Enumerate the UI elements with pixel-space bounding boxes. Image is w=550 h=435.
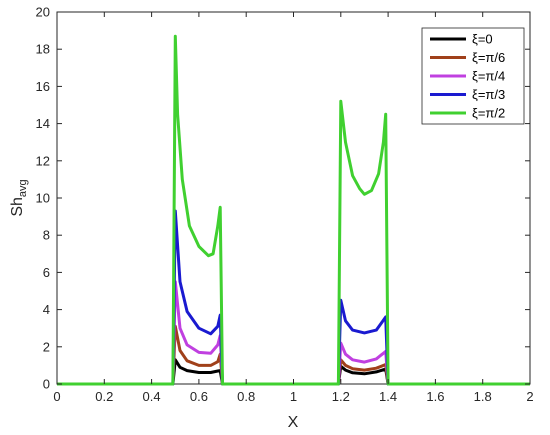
y-tick-label: 4 [43,302,50,317]
x-tick-label: 2 [526,389,533,404]
x-tick-label: 0.6 [190,389,208,404]
x-tick-label: 1.2 [332,389,350,404]
legend-label-3: ξ=π/3 [472,87,505,102]
x-tick-label: 1.4 [379,389,397,404]
x-axis-title: X [288,414,299,431]
legend-label-1: ξ=π/6 [472,50,505,65]
y-tick-label: 10 [36,191,50,206]
y-axis: 0 2 4 6 8 10 12 14 16 18 20 [36,5,530,392]
y-tick-label: 20 [36,5,50,20]
y-tick-label: 14 [36,116,50,131]
series-line-4 [57,34,530,386]
x-tick-label: 1.8 [474,389,492,404]
legend-label-4: ξ=π/2 [472,106,505,121]
y-tick-label: 8 [43,228,50,243]
y-axis-title-base: Sh [9,197,26,217]
y-axis-title-sub: avg [17,179,29,197]
legend-label-0: ξ=0 [472,32,493,47]
x-axis: 0 0.2 0.4 0.6 0.8 1 1.2 1.4 1.6 1.8 2 [53,12,534,404]
x-tick-label: 0.2 [95,389,113,404]
y-tick-label: 12 [36,153,50,168]
x-tick-label: 1.6 [426,389,444,404]
y-tick-label: 2 [43,339,50,354]
legend-label-2: ξ=π/4 [472,69,505,84]
series-layer [57,34,530,386]
y-tick-label: 16 [36,79,50,94]
y-tick-label: 6 [43,265,50,280]
x-tick-label: 0 [53,389,60,404]
y-axis-title: Shavg [9,179,29,216]
x-tick-label: 1 [290,389,297,404]
y-tick-label: 18 [36,42,50,57]
x-tick-label: 0.4 [143,389,161,404]
y-tick-label: 0 [43,377,50,392]
legend: ξ=0 ξ=π/6 ξ=π/4 ξ=π/3 ξ=π/2 [421,27,525,125]
x-tick-label: 0.8 [237,389,255,404]
